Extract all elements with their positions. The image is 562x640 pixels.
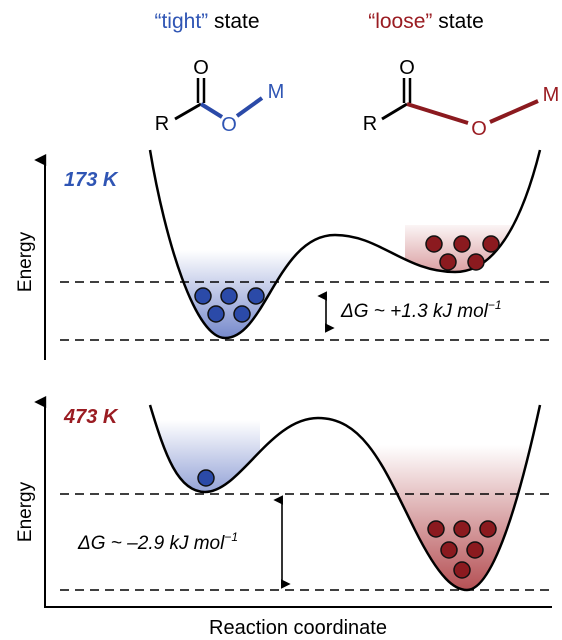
tight-state-label: “tight” state — [154, 10, 259, 33]
tight-om-bond — [235, 96, 264, 118]
delta-g-exponent-upper: −1 — [488, 298, 502, 312]
loose-carbonyl-oxygen: O — [399, 57, 415, 79]
tight-r-group: R — [155, 113, 169, 135]
delta-g-symbol-lower: ΔG — [77, 533, 106, 554]
panel-473k: Energy 473 K ΔG ~ –2.9 kJ mol−1 — [15, 396, 552, 608]
loose-ether-oxygen: O — [471, 118, 487, 140]
delta-g-value-upper: ~ +1.3 kJ mol — [369, 301, 489, 322]
loose-r-group: R — [363, 113, 377, 135]
temperature-label-173k: 173 K — [64, 169, 119, 191]
tight-carbonyl-oxygen: O — [193, 57, 209, 79]
tight-particle — [247, 287, 265, 305]
tight-particle — [233, 305, 251, 323]
loose-particle — [440, 541, 458, 559]
delta-g-exponent-lower: −1 — [224, 530, 238, 544]
delta-g-label-upper: ΔG ~ +1.3 kJ mol−1 — [340, 298, 502, 322]
loose-carboxylate-structure: O R O M — [363, 57, 560, 140]
loose-om-bond — [489, 99, 539, 124]
loose-particle — [439, 253, 457, 271]
panel-173k: Energy 173 K ΔG ~ +1.3 kJ mol−1 — [15, 149, 552, 360]
loose-particle — [466, 541, 484, 559]
loose-co-bond — [406, 102, 469, 125]
energy-axis-label-upper: Energy — [15, 231, 36, 292]
tight-particle — [194, 287, 212, 305]
loose-particle — [482, 235, 500, 253]
tight-ether-oxygen: O — [221, 114, 237, 136]
energy-axis-label-lower: Energy — [15, 481, 36, 542]
tight-metal: M — [268, 81, 285, 103]
tight-state-word: state — [214, 10, 260, 33]
loose-particles-upper — [425, 235, 500, 271]
tight-quoted-word: “tight” — [154, 10, 208, 33]
delta-g-label-lower: ΔG ~ –2.9 kJ mol−1 — [77, 530, 238, 554]
loose-quoted-word: “loose” — [368, 10, 432, 33]
loose-r-bond — [381, 102, 408, 121]
tight-carboxylate-structure: O R O M — [155, 57, 285, 136]
tight-particles-upper — [194, 287, 265, 323]
tight-population-fill-lower — [150, 420, 260, 500]
tight-r-bond — [174, 102, 202, 121]
tight-co-bond — [199, 102, 224, 119]
reaction-coordinate-label: Reaction coordinate — [209, 617, 387, 639]
temperature-label-473k: 473 K — [63, 406, 119, 428]
loose-particles-lower — [427, 520, 497, 579]
loose-particle — [427, 520, 445, 538]
loose-particle — [479, 520, 497, 538]
tight-particle — [197, 469, 215, 487]
potential-curve-473k — [148, 404, 542, 592]
loose-state-label: “loose” state — [368, 10, 484, 33]
potential-curve-173k — [148, 149, 542, 340]
loose-metal: M — [543, 84, 560, 106]
tight-particle — [220, 287, 238, 305]
delta-g-value-lower: ~ –2.9 kJ mol — [106, 533, 226, 554]
loose-particle — [453, 520, 471, 538]
delta-g-symbol-upper: ΔG — [340, 301, 369, 322]
loose-particle — [425, 235, 443, 253]
loose-particle — [467, 253, 485, 271]
tight-particle — [207, 305, 225, 323]
loose-particle — [453, 235, 471, 253]
tight-particles-lower — [197, 469, 215, 487]
loose-state-word: state — [438, 10, 484, 33]
loose-particle — [453, 561, 471, 579]
